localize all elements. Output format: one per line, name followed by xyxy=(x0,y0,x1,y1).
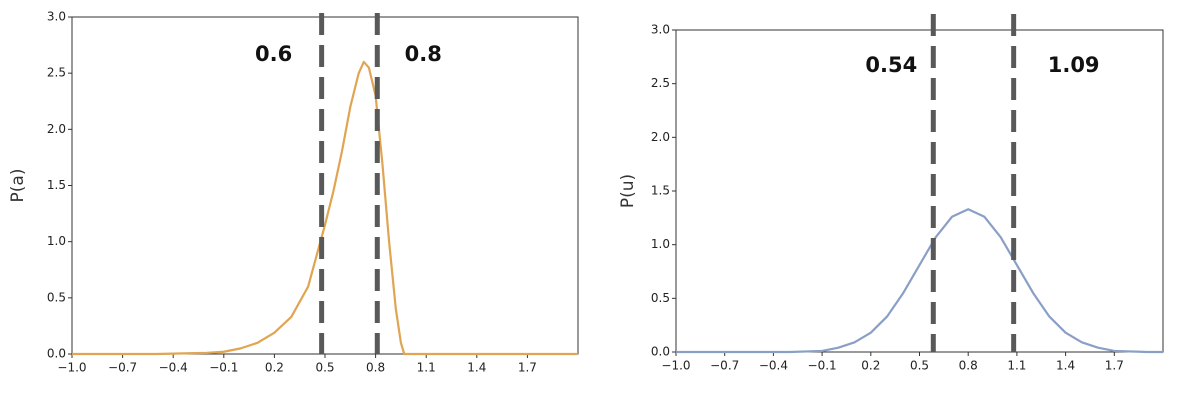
y-tick-label: 1.0 xyxy=(47,234,66,248)
plot-area xyxy=(71,16,579,355)
x-tick-label: −0.1 xyxy=(808,359,837,373)
x-tick-label: 1.7 xyxy=(518,361,537,375)
y-tick-label: 0.0 xyxy=(651,345,670,359)
threshold-label: 0.6 xyxy=(255,42,292,66)
y-axis-label: P(a) xyxy=(8,169,28,203)
x-tick-label: 1.7 xyxy=(1105,359,1124,373)
x-tick-label: −0.4 xyxy=(759,359,788,373)
line-series xyxy=(676,208,1163,354)
x-tick-label: 0.8 xyxy=(366,361,385,375)
y-tick-label: 0.5 xyxy=(651,291,670,305)
y-tick-label: 1.5 xyxy=(651,184,670,198)
threshold-label: 0.8 xyxy=(405,42,442,66)
y-tick-label: 1.5 xyxy=(47,178,66,192)
threshold-label: 1.09 xyxy=(1048,53,1100,77)
x-tick-label: −0.7 xyxy=(710,359,739,373)
y-tick-label: 1.0 xyxy=(651,237,670,251)
y-tick-label: 2.5 xyxy=(47,66,66,80)
x-tick-label: −0.7 xyxy=(108,361,137,375)
x-tick-label: 0.2 xyxy=(265,361,284,375)
y-tick-label: 3.0 xyxy=(651,23,670,37)
x-tick-label: −1.0 xyxy=(661,359,690,373)
x-tick-label: 0.5 xyxy=(910,359,929,373)
x-tick-label: 1.4 xyxy=(1056,359,1075,373)
plot-area xyxy=(675,29,1164,353)
x-tick-label: −0.4 xyxy=(159,361,188,375)
x-tick-label: 0.8 xyxy=(959,359,978,373)
x-tick-label: 0.2 xyxy=(861,359,880,373)
x-tick-label: 1.1 xyxy=(417,361,436,375)
y-tick-label: 2.0 xyxy=(47,122,66,136)
threshold-label: 0.54 xyxy=(865,53,917,77)
y-axis-label: P(u) xyxy=(618,174,638,208)
y-tick-label: 3.0 xyxy=(47,10,66,24)
y-tick-label: 0.5 xyxy=(47,290,66,304)
x-tick-label: 1.1 xyxy=(1007,359,1026,373)
x-tick-label: −0.1 xyxy=(209,361,238,375)
y-tick-label: 2.0 xyxy=(651,130,670,144)
x-tick-label: 0.5 xyxy=(315,361,334,375)
y-tick-label: 0.0 xyxy=(47,347,66,361)
line-series xyxy=(72,60,578,356)
x-tick-label: 1.4 xyxy=(467,361,486,375)
y-tick-label: 2.5 xyxy=(651,76,670,90)
x-tick-label: −1.0 xyxy=(57,361,86,375)
